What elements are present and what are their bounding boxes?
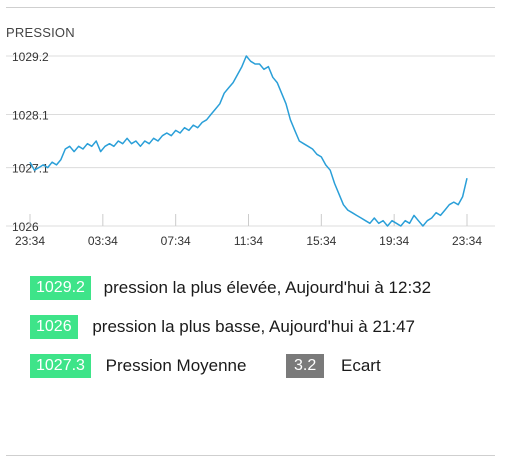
- x-tick-label: 23:34: [452, 234, 482, 248]
- range-label: Ecart: [340, 356, 381, 375]
- y-tick-label: 1029.2: [12, 50, 49, 64]
- top-divider: [6, 7, 495, 8]
- x-tick-label: 07:34: [161, 234, 191, 248]
- stat-range: 3.2 Ecart: [286, 354, 381, 378]
- min-label: pression la plus basse, Aujourd'hui à 21…: [92, 317, 416, 336]
- stat-min: 1026 pression la plus basse, Aujourd'hui…: [30, 315, 415, 339]
- x-tick-label: 23:34: [15, 234, 45, 248]
- range-value-badge: 3.2: [286, 354, 325, 378]
- y-tick-label: 1028.1: [12, 108, 49, 122]
- y-tick-label: 1026: [12, 220, 39, 234]
- avg-label: Pression Moyenne: [105, 356, 247, 375]
- max-value-badge: 1029.2: [30, 276, 91, 300]
- max-label: pression la plus élevée, Aujourd'hui à 1…: [103, 278, 432, 297]
- x-tick-label: 03:34: [88, 234, 118, 248]
- bottom-divider: [6, 455, 495, 456]
- x-tick-label: 11:34: [234, 234, 263, 248]
- x-tick-label: 19:34: [379, 234, 409, 248]
- pressure-series-line: [29, 55, 468, 227]
- stat-average: 1027.3 Pression Moyenne: [30, 354, 246, 378]
- x-tick-label: 15:34: [306, 234, 336, 248]
- pressure-chart: 1026 1027.1 1028.1 1029.2 23:34 03:34 07:34 11:…: [6, 50, 495, 248]
- stat-max: 1029.2 pression la plus élevée, Aujourd'…: [30, 276, 431, 300]
- avg-value-badge: 1027.3: [30, 354, 91, 378]
- chart-title: PRESSION: [6, 25, 75, 40]
- min-value-badge: 1026: [30, 315, 78, 339]
- y-tick-label: 1027.1: [12, 162, 49, 176]
